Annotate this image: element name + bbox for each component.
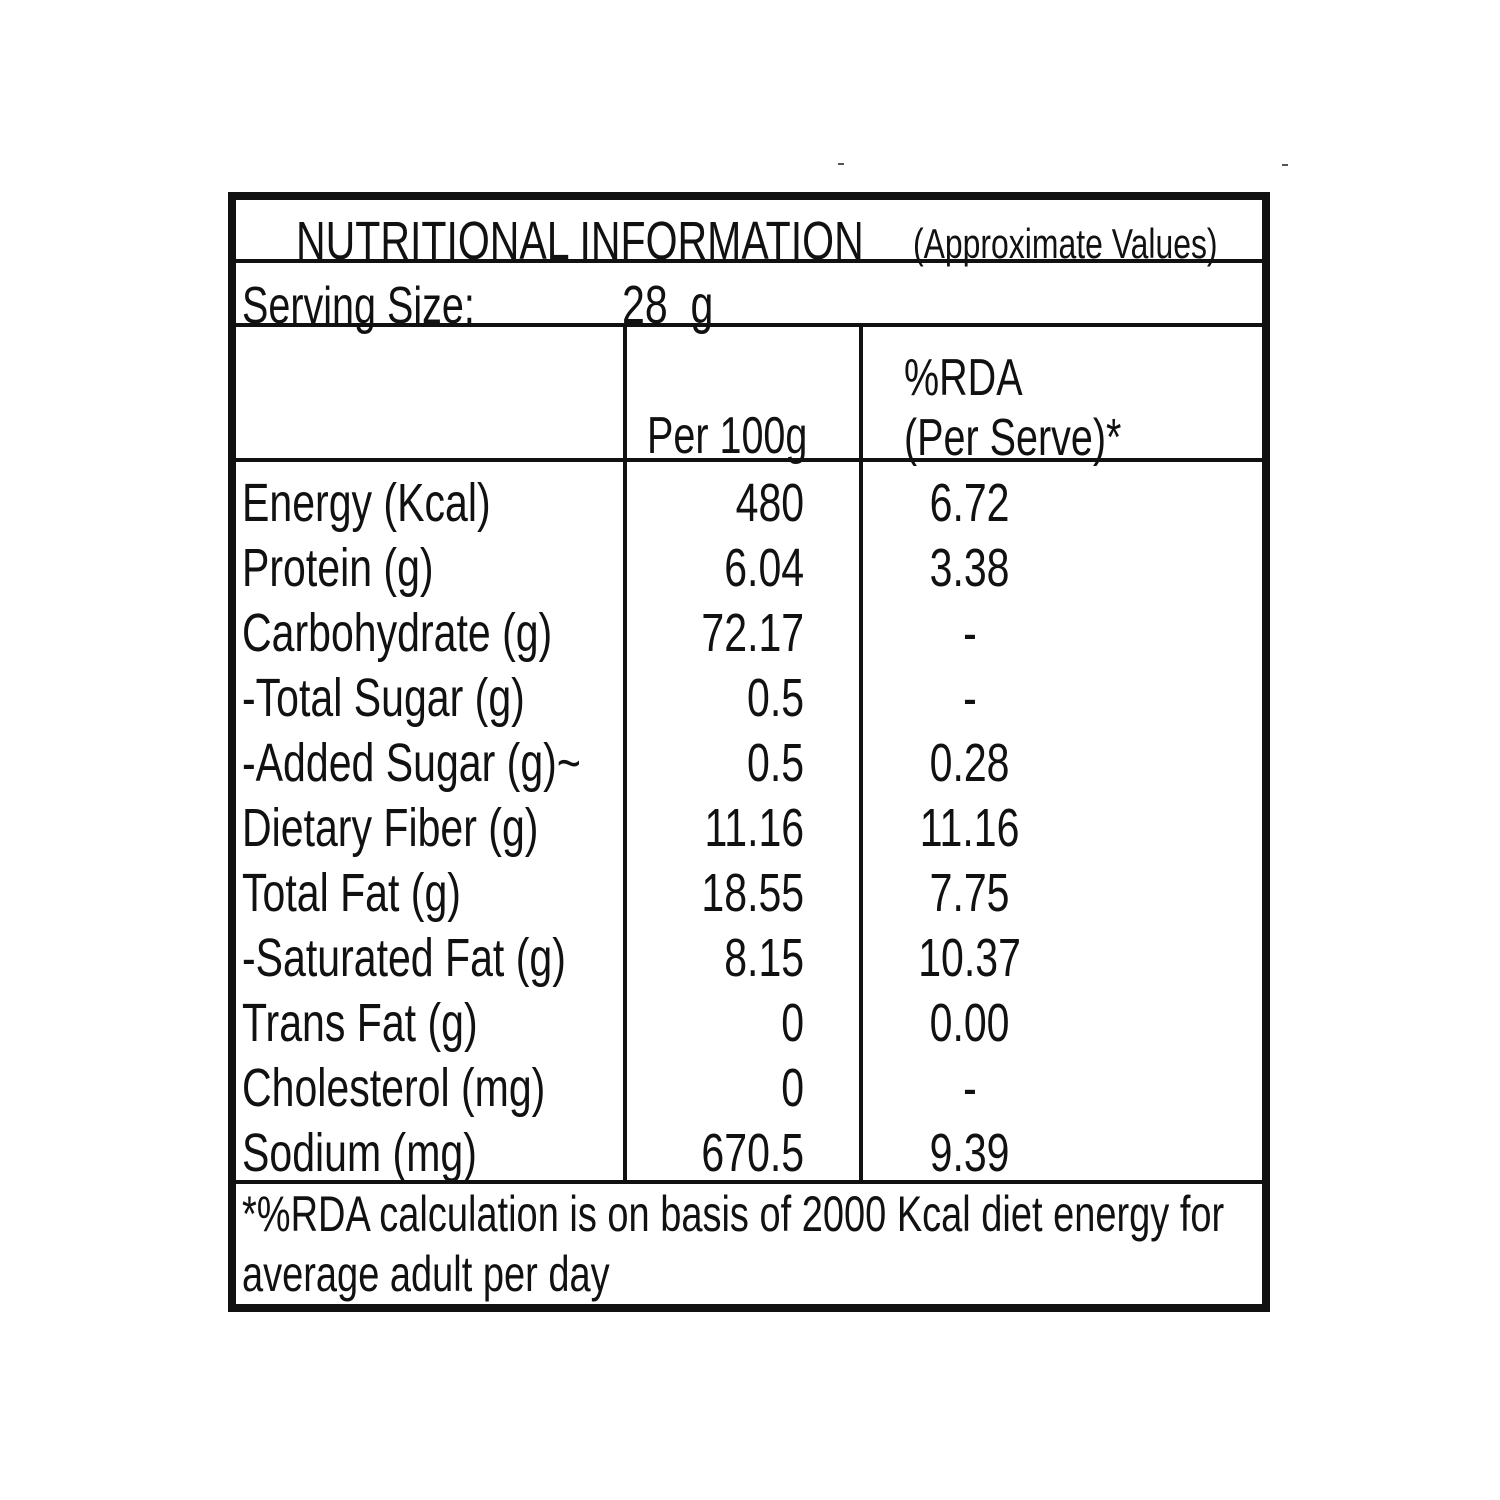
value-rda: - [963, 603, 977, 663]
value-rda: - [963, 668, 977, 728]
nutrient-name: -Total Sugar (g) [242, 668, 525, 728]
column-header-rda-sub: (Per Serve)* [904, 409, 1122, 467]
value-per100g: 0.5 [746, 733, 804, 793]
divider [236, 1180, 1262, 1184]
value-per100g: 670.5 [701, 1123, 804, 1183]
nutrient-name: Energy (Kcal) [242, 473, 491, 533]
value-rda: 10.37 [918, 928, 1022, 988]
value-per100g: 6.04 [724, 538, 804, 598]
nutrient-name: Carbohydrate (g) [242, 603, 553, 663]
table-row: -Added Sugar (g)~ 0.5 0.28 [236, 730, 1262, 795]
value-per100g: 0.5 [746, 668, 804, 728]
value-rda: 7.75 [930, 863, 1010, 923]
footnote: *%RDA calculation is on basis of 2000 Kc… [242, 1184, 1245, 1304]
table-row: Total Fat (g) 18.55 7.75 [236, 860, 1262, 925]
divider [236, 259, 1262, 263]
nutrient-name: Sodium (mg) [242, 1123, 477, 1183]
value-per100g: 11.16 [704, 798, 804, 858]
stray-mark [1282, 164, 1288, 166]
serving-size-label: Serving Size: [242, 277, 475, 335]
value-rda: - [963, 1058, 977, 1118]
value-rda: 6.72 [930, 473, 1010, 533]
table-row: -Saturated Fat (g) 8.15 10.37 [236, 925, 1262, 990]
table-row: Protein (g) 6.04 3.38 [236, 535, 1262, 600]
value-per100g: 480 [735, 473, 804, 533]
column-header-per100g: Per 100g [647, 407, 808, 465]
nutrition-panel: NUTRITIONAL INFORMATION (Approximate Val… [228, 192, 1270, 1312]
column-header-rda: %RDA [904, 349, 1023, 407]
approx-note: (Approximate Values) [913, 220, 1218, 267]
nutrient-name: Dietary Fiber (g) [242, 798, 539, 858]
table-row: Trans Fat (g) 0 0.00 [236, 990, 1262, 1055]
column-divider [623, 327, 627, 1180]
table-row: Energy (Kcal) 480 6.72 [236, 470, 1262, 535]
value-per100g: 0 [781, 1058, 804, 1118]
stray-mark [838, 163, 844, 165]
value-rda: 9.39 [930, 1123, 1010, 1183]
nutrient-name: -Added Sugar (g)~ [242, 733, 581, 793]
nutrient-name: Cholesterol (mg) [242, 1058, 546, 1118]
nutrient-name: Protein (g) [242, 538, 434, 598]
nutrient-name: Trans Fat (g) [242, 993, 478, 1053]
value-rda: 11.16 [920, 798, 1020, 858]
footnote-line: average adult per day [242, 1246, 610, 1302]
value-per100g: 0 [781, 993, 804, 1053]
table-row: Sodium (mg) 670.5 9.39 [236, 1120, 1262, 1185]
divider [236, 323, 1262, 327]
table-row: Cholesterol (mg) 0 - [236, 1055, 1262, 1120]
table-row: -Total Sugar (g) 0.5 - [236, 665, 1262, 730]
column-divider [859, 327, 863, 1180]
divider [236, 458, 1262, 462]
table-row: Carbohydrate (g) 72.17 - [236, 600, 1262, 665]
value-rda: 0.00 [930, 993, 1010, 1053]
value-rda: 3.38 [930, 538, 1010, 598]
nutrient-rows: Energy (Kcal) 480 6.72 Protein (g) 6.04 … [236, 470, 1262, 1185]
table-row: Dietary Fiber (g) 11.16 11.16 [236, 795, 1262, 860]
value-per100g: 8.15 [724, 928, 804, 988]
value-per100g: 72.17 [701, 603, 804, 663]
footnote-line: *%RDA calculation is on basis of 2000 Kc… [242, 1186, 1225, 1242]
value-rda: 0.28 [930, 733, 1010, 793]
nutrient-name: -Saturated Fat (g) [242, 928, 566, 988]
nutrient-name: Total Fat (g) [242, 863, 461, 923]
value-per100g: 18.55 [701, 863, 804, 923]
